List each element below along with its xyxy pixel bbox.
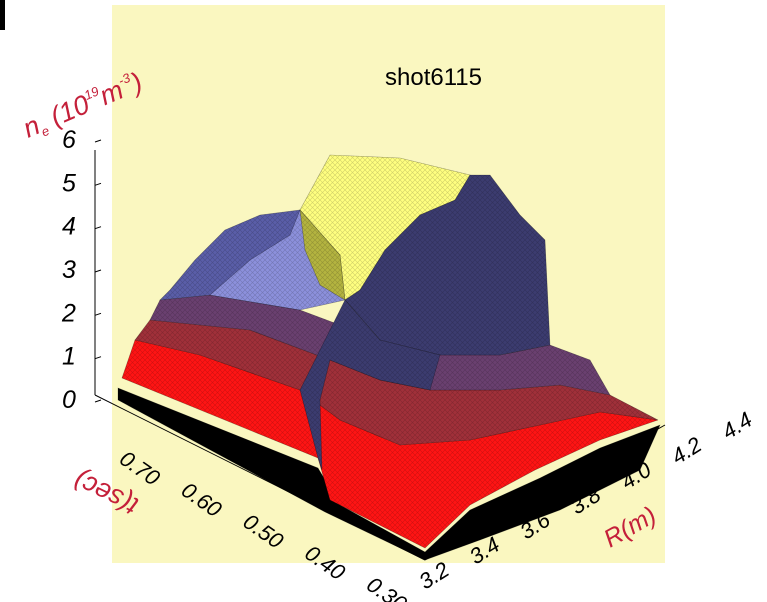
z-tick-mark: [94, 312, 102, 316]
z-tick-label: 5: [62, 169, 76, 197]
z-tick-label: 0: [62, 386, 76, 414]
z-axis-label: ne (1019m-3): [19, 67, 148, 146]
surface-black-band-mesh: [118, 388, 660, 560]
z-tick-label: 1: [62, 343, 76, 371]
z-tick-mark: [94, 269, 102, 273]
z-tick-mark: [94, 139, 102, 143]
surface-front-ridge-mesh: [300, 300, 440, 470]
surface: [117, 154, 661, 561]
surface-yellow-ridge-mesh: [300, 155, 470, 300]
z-ticks: 0 1 2 3 4 5 6: [61, 126, 102, 414]
z-tick-label: 3: [62, 256, 76, 284]
z-tick-label: 2: [61, 299, 76, 327]
x-tick-label: 4.2: [667, 432, 706, 469]
surface-olive-shade-mesh: [300, 210, 345, 300]
surface-darkred-band-mesh: [135, 320, 658, 445]
z-tick-mark: [94, 226, 102, 230]
z-tick-mark: [94, 182, 102, 186]
z-tick-label: 6: [62, 126, 76, 154]
z-tick-label: 4: [62, 213, 76, 241]
surface-right-navy-mesh: [345, 175, 550, 355]
x-tick-label: 4.4: [717, 407, 756, 444]
surface-red-front-mesh: [122, 340, 658, 548]
z-tick-mark: [94, 399, 102, 403]
corner-mark: [0, 0, 5, 30]
y-tick-label: 0.30: [362, 572, 412, 602]
z-tick-mark: [94, 356, 102, 360]
chart-title: shot6115: [385, 64, 482, 91]
